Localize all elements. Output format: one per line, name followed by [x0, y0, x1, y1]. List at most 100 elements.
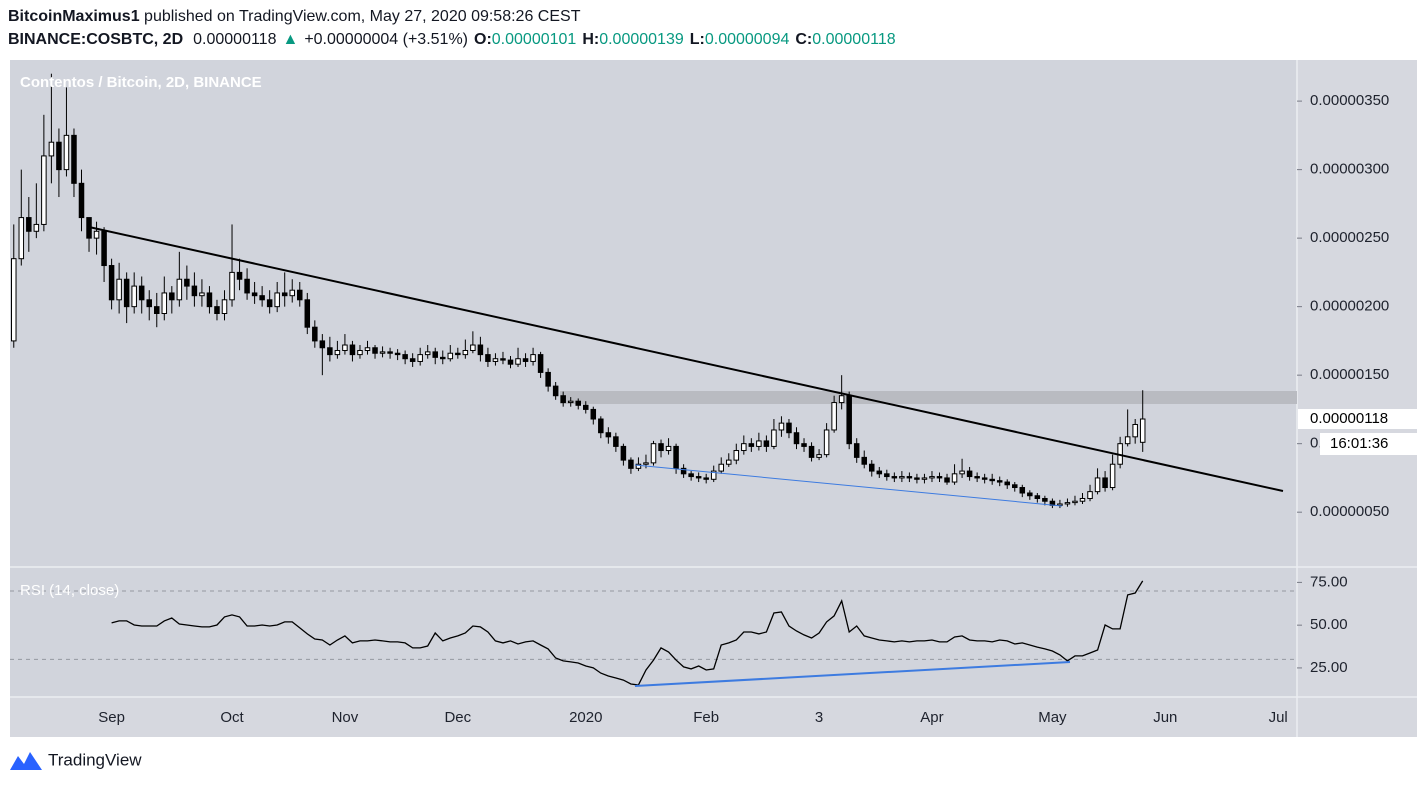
candle-body [379, 351, 386, 354]
time-axis [10, 697, 1417, 737]
candle-body [440, 356, 446, 360]
x-tick-label: Sep [98, 709, 125, 726]
candle-body [989, 478, 995, 482]
last-price-label: 0.00000118 [1310, 410, 1388, 427]
candle-body [184, 278, 190, 287]
candle-body [929, 476, 935, 479]
rsi-line [111, 580, 1144, 686]
candle-body [394, 352, 401, 356]
candle-body [1079, 497, 1086, 502]
candle-body [635, 463, 642, 469]
countdown-box [1320, 433, 1417, 456]
candle-body [455, 352, 461, 356]
candle-body [613, 436, 619, 447]
rsi-pane [10, 567, 1297, 697]
candle-body [838, 395, 845, 404]
candle-body [357, 349, 363, 356]
candle-body [1019, 487, 1026, 494]
candle-body [869, 463, 875, 472]
candle-body [138, 285, 145, 301]
candle-body [921, 477, 928, 480]
candle-body [974, 476, 980, 479]
candle-body [643, 462, 649, 465]
candle-body [703, 477, 709, 480]
candle-body [327, 347, 333, 356]
candle-body [48, 141, 55, 157]
candle-body [771, 429, 777, 447]
candle-body [605, 432, 612, 438]
candle-body [251, 292, 258, 297]
series-layer [10, 73, 1297, 686]
candle-body [801, 443, 807, 447]
candle-body [966, 470, 973, 478]
candle-body [244, 278, 250, 294]
candle-body [1034, 495, 1041, 499]
rsi-title: RSI (14, close) [20, 582, 119, 599]
candle-body [1132, 423, 1138, 438]
candle-body [11, 258, 17, 342]
candle-body [718, 463, 724, 472]
candle-body [1057, 503, 1063, 506]
candle-body [1042, 497, 1048, 502]
candle-body [876, 470, 883, 475]
candle-body [583, 404, 589, 410]
candle-body [756, 440, 762, 447]
candle-body [26, 217, 32, 232]
candle-body [650, 443, 657, 464]
y-tick-label: 0.00000050 [1310, 503, 1389, 520]
brand-name: TradingView [48, 750, 142, 769]
candle-body [996, 480, 1003, 483]
x-tick-label: Nov [332, 709, 359, 726]
candle-body [462, 349, 469, 356]
candle-body [33, 223, 40, 232]
candle-body [304, 299, 311, 328]
candle-body [507, 359, 514, 365]
candle-body [891, 476, 898, 479]
brand-logo: TradingView [10, 750, 142, 770]
candle-body [515, 358, 521, 365]
candle-body [447, 352, 454, 360]
candle-body [191, 285, 198, 297]
candle-body [364, 347, 371, 351]
candle-body [748, 443, 755, 447]
candle-body [78, 182, 85, 219]
candle-body [884, 473, 890, 478]
candle-body [1027, 492, 1033, 497]
candle-body [658, 443, 664, 452]
chart-title: Contentos / Bitcoin, 2D, BINANCE [20, 74, 262, 91]
candle-body [402, 354, 408, 360]
y-tick-label: 50.00 [1310, 616, 1348, 633]
candle-body [823, 429, 830, 456]
candle-body [176, 278, 183, 301]
candle-body [334, 349, 341, 356]
descending-trendline [88, 226, 1284, 492]
candle-body [259, 295, 265, 301]
candle-body [1102, 477, 1108, 489]
x-tick-label: 2020 [569, 709, 602, 726]
candle-body [628, 459, 634, 469]
y-tick-label: 0.00000250 [1310, 229, 1389, 246]
x-tick-label: Feb [693, 709, 719, 726]
y-tick-label: 25.00 [1310, 659, 1348, 676]
candle-body [101, 230, 107, 267]
candle-body [154, 306, 160, 315]
logo-icon [10, 752, 42, 770]
candle-body [1087, 491, 1093, 499]
price-pane [10, 60, 1297, 567]
candle-body [695, 476, 702, 479]
candle-body [545, 371, 551, 387]
open-key: O: [474, 31, 492, 48]
quote-line: BINANCE:COSBTC, 2D 0.00000118 ▲ +0.00000004… [8, 31, 896, 48]
candle-body [56, 141, 62, 171]
candle-body [598, 418, 604, 434]
candle-body [899, 476, 905, 479]
candle-body [620, 445, 627, 461]
up-arrow: ▲ [282, 31, 298, 48]
candle-body [1094, 477, 1101, 493]
candle-body [387, 351, 393, 354]
candle-body [688, 473, 694, 478]
candle-body [206, 292, 213, 308]
candle-body [131, 285, 137, 308]
candle-body [673, 445, 679, 469]
